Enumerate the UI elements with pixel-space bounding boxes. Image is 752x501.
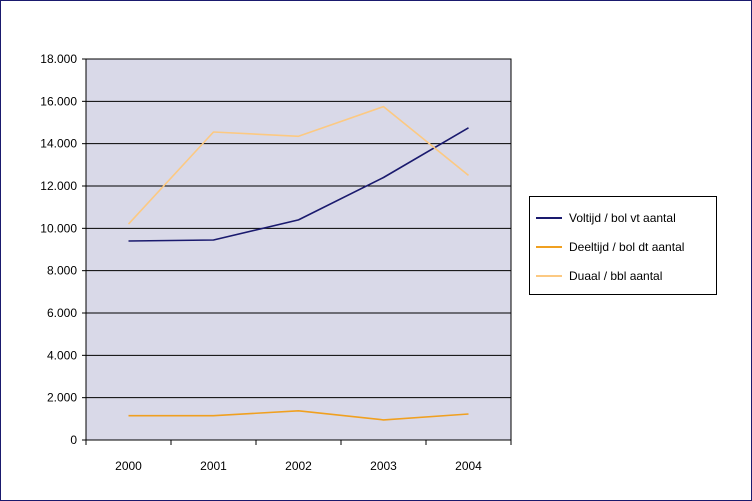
series-line-3 [127,105,470,225]
legend-item-voltijd: Voltijd / bol vt aantal [536,209,676,227]
y-tick-label: 8.000 [47,264,77,278]
y-tick-label: 2.000 [47,391,77,405]
y-tick-label: 16.000 [40,94,77,108]
legend: Voltijd / bol vt aantal Deeltijd / bol d… [529,196,717,295]
legend-swatch-voltijd [536,217,562,219]
legend-label-voltijd: Voltijd / bol vt aantal [569,211,676,225]
y-tick-label: 6.000 [47,306,77,320]
series-line-1 [128,127,469,242]
x-tick-label: 2001 [200,459,227,473]
y-tick-label: 0 [70,433,77,447]
legend-label-deeltijd: Deeltijd / bol dt aantal [569,240,685,254]
y-tick-label: 10.000 [40,221,77,235]
series-line-2 [128,409,469,421]
y-tick-label: 14.000 [40,137,77,151]
legend-item-duaal: Duaal / bbl aantal [536,267,662,285]
x-tick-label: 2003 [370,459,397,473]
x-tick-label: 2000 [115,459,142,473]
legend-item-deeltijd: Deeltijd / bol dt aantal [536,238,684,256]
x-tick-label: 2002 [285,459,312,473]
x-tick-label: 2004 [455,459,482,473]
legend-swatch-duaal [536,275,562,277]
y-tick-label: 12.000 [40,179,77,193]
y-tick-label: 18.000 [40,52,77,66]
plot-area [85,58,512,441]
legend-label-duaal: Duaal / bbl aantal [569,269,663,283]
y-tick-label: 4.000 [47,348,77,362]
legend-swatch-deeltijd [536,246,562,248]
